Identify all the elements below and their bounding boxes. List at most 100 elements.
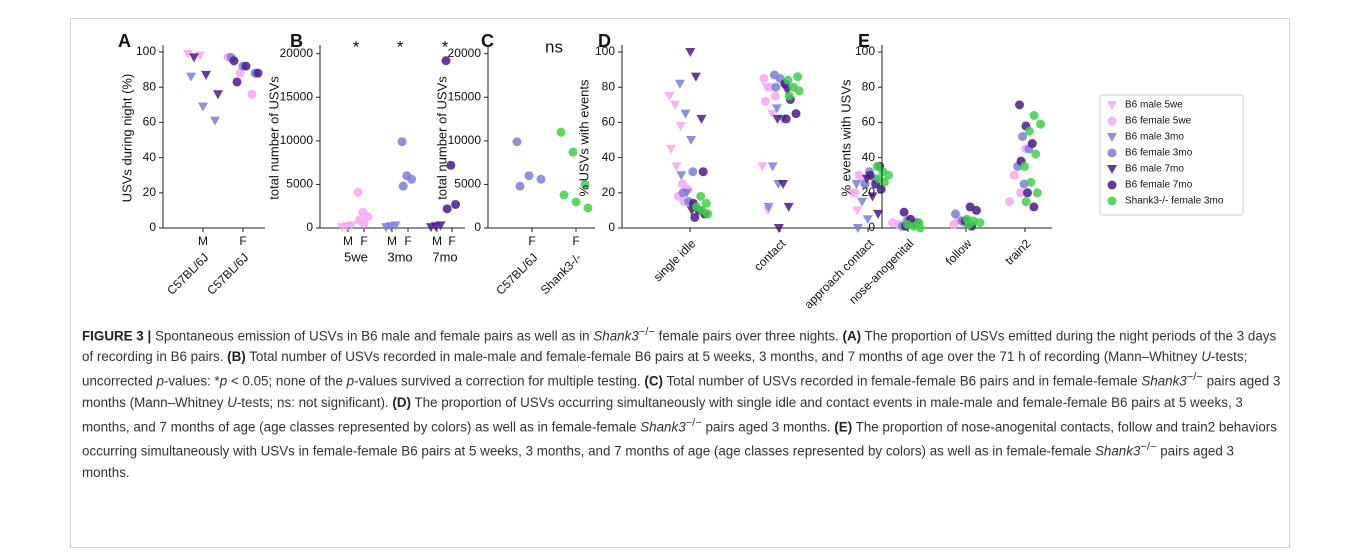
marker-circle (1018, 132, 1027, 141)
panel-label: C (481, 31, 494, 51)
marker-circle (442, 204, 452, 214)
marker-circle (1036, 119, 1045, 129)
marker-circle (1029, 202, 1039, 212)
caption-run: The proportion of nose-anogenital contac… (82, 419, 1277, 459)
marker-circle (794, 86, 804, 96)
marker-triangle (690, 72, 701, 82)
x-sublabel: C57BL/6J (204, 250, 251, 297)
caption-run: The proportion of USVs emitted during th… (82, 328, 1277, 365)
marker-circle (1023, 188, 1032, 198)
marker-triangle (771, 104, 782, 114)
y-tick-label: 60 (862, 115, 876, 129)
caption-run: pairs aged 3 months (Mann–Whitney (82, 373, 1281, 410)
marker-triangle (767, 109, 778, 119)
marker-triangle (346, 221, 357, 231)
x-group-label: 5we (344, 249, 368, 264)
y-tick-label: 20 (602, 185, 616, 199)
caption-run: (E) (834, 419, 853, 435)
marker-circle (951, 209, 960, 219)
y-tick-label: 0 (608, 220, 615, 234)
marker-triangle (390, 221, 401, 231)
marker-circle (1029, 110, 1039, 120)
caption-run: < 0.05; none of the (227, 373, 347, 389)
marker-circle (559, 190, 569, 200)
marker-triangle (665, 144, 676, 154)
marker-circle (703, 209, 713, 219)
caption-run: pairs aged 3 months. (82, 443, 1234, 480)
marker-triangle (676, 171, 687, 181)
caption: FIGURE 3 | Spontaneous emission of USVs … (82, 322, 1282, 483)
marker-triangle (210, 116, 220, 126)
caption-run: Spontaneous emission of USVs in B6 male … (154, 328, 594, 344)
y-tick-label: 80 (862, 79, 876, 93)
marker-triangle (189, 53, 199, 63)
marker-circle (975, 218, 985, 228)
caption-run: U (227, 394, 237, 410)
y-tick-label: 0 (474, 220, 481, 234)
marker-triangle (762, 206, 773, 216)
caption-run: Shank3 (1094, 443, 1141, 459)
marker-triangle (198, 102, 208, 112)
y-tick-label: 10000 (280, 133, 314, 147)
legend-label: B6 male 3mo (1125, 132, 1184, 143)
marker-circle (698, 167, 708, 177)
legend-label: B6 male 5we (1125, 100, 1183, 111)
caption-run: Total number of USVs recorded in male-ma… (245, 349, 1202, 365)
y-tick-label: 100 (136, 44, 156, 58)
x-tick-label: F (448, 234, 455, 248)
caption-run: Shank3 (640, 419, 686, 435)
marker-circle (688, 167, 698, 177)
y-axis-label: total number of USVs (434, 76, 449, 200)
y-tick-label: 20000 (280, 46, 314, 60)
marker-triangle (686, 136, 697, 146)
caption-run: (B) (227, 349, 246, 365)
y-tick-label: 80 (143, 79, 157, 93)
legend-box (1099, 94, 1244, 216)
marker-circle (759, 73, 769, 83)
marker-circle (696, 191, 706, 201)
marker-triangle (783, 202, 794, 212)
marker-circle (690, 212, 700, 222)
y-tick-label: 20 (143, 185, 157, 199)
caption-run: -values: * (163, 373, 220, 389)
marker-circle (524, 171, 534, 181)
marker-circle (241, 61, 251, 71)
x-sublabel: C57BL/6J (164, 250, 211, 297)
marker-triangle (851, 180, 862, 190)
marker-circle (793, 72, 803, 82)
marker-circle (784, 91, 794, 101)
marker-circle (247, 89, 257, 99)
marker-triangle (862, 215, 873, 225)
y-tick-label: 15000 (280, 89, 314, 103)
x-tick-label: train2 (1002, 236, 1033, 267)
marker-circle (1019, 179, 1029, 189)
marker-circle (854, 170, 864, 180)
x-group-label: 7mo (432, 249, 457, 264)
marker-triangle (852, 206, 863, 216)
legend-marker (1107, 165, 1117, 174)
caption-run: p (346, 373, 355, 389)
marker-triangle (696, 114, 707, 124)
marker-triangle (183, 49, 193, 59)
caption-run: U (1201, 349, 1211, 365)
marker-triangle (201, 70, 211, 80)
marker-circle (783, 75, 793, 85)
marker-circle (765, 82, 775, 92)
annotation: * (442, 37, 449, 56)
caption-run: (A) (842, 328, 862, 344)
marker-triangle (852, 224, 863, 233)
legend-marker (1107, 133, 1117, 142)
marker-circle (235, 68, 245, 78)
caption-run: -tests; ns: not significant). (236, 394, 393, 410)
annotation: ns (545, 37, 563, 56)
marker-triangle (757, 162, 768, 172)
legend-marker (1107, 196, 1117, 206)
legend-label: B6 female 5we (1125, 116, 1192, 127)
caption-run: -values survived a correction for multip… (354, 373, 645, 389)
legend-marker (1107, 148, 1117, 158)
x-tick-label: M (343, 234, 353, 248)
marker-circle (865, 170, 875, 180)
x-tick-label: F (528, 234, 535, 248)
marker-circle (583, 203, 593, 213)
